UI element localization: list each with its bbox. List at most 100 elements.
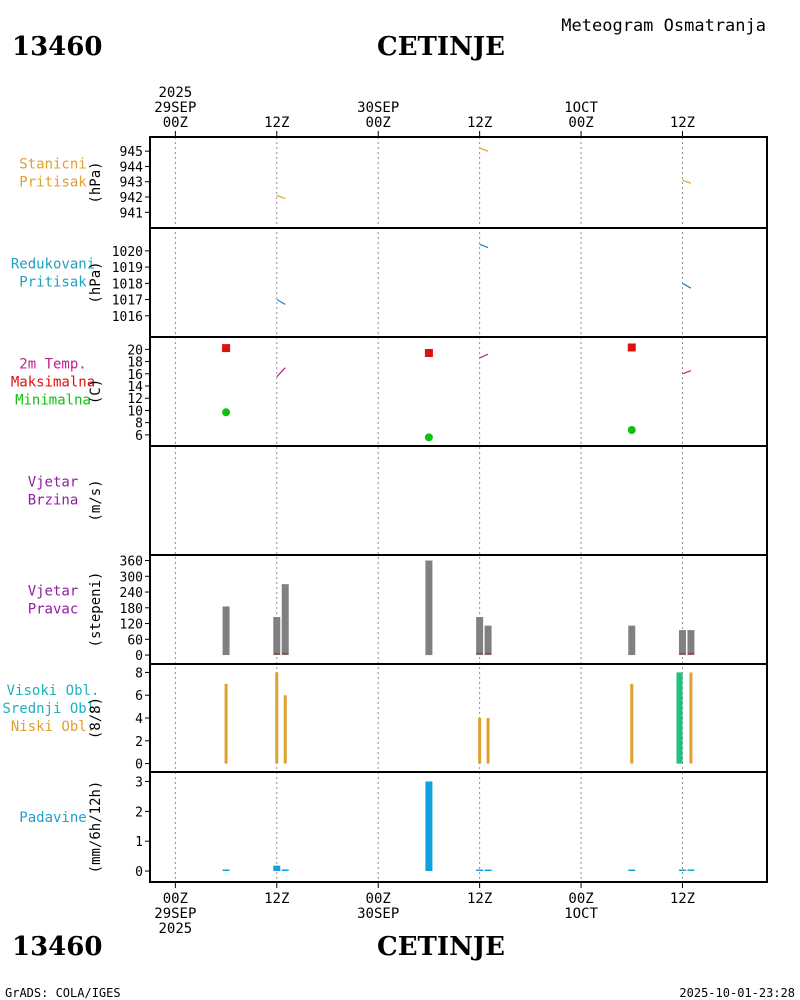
bar-precipitation [484,869,492,872]
panel-label-station_pressure: Stanicni [19,157,86,173]
bar-precipitation [425,781,433,872]
panel-label-clouds: Visoki Obl. [7,683,100,699]
time-label-bottom: 30SEP [357,906,399,922]
panel-frame-reduced_pressure [149,227,768,338]
max-temp-marker [222,344,231,353]
bar-precipitation [628,869,636,872]
y-tick-label-precipitation: 1 [135,835,143,850]
bar-wind_direction [476,616,484,656]
units-label-clouds: (8/8) [88,697,104,739]
panel-label-temperature: 2m Temp. [19,357,86,373]
time-label-bottom: 12Z [264,891,289,907]
station-name-bottom: CETINJE [377,932,505,962]
panel-label-precipitation: Padavine [19,810,86,826]
y-tick-label-station_pressure: 944 [120,160,144,175]
bar-clouds [630,683,634,764]
y-tick-label-clouds: 2 [135,735,143,750]
footer-timestamp: 2025-10-01-23:28 [679,986,795,1000]
units-label-station_pressure: (hPa) [88,161,104,203]
max-temp-marker [627,343,636,352]
time-label-bottom: 12Z [467,891,492,907]
panel-frame-wind_direction [149,554,768,665]
panel-frame-wind_speed [149,445,768,556]
min-temp-marker [222,408,231,417]
y-tick-label-station_pressure: 941 [120,206,143,221]
units-label-wind_speed: (m/s) [88,479,104,521]
max-temp-marker [424,349,433,357]
y-tick-label-temperature: 6 [135,429,143,444]
bar-wind_direction [628,625,636,656]
line-segment-reduced_pressure [479,243,489,249]
time-label-top: 00Z [568,115,593,131]
bar-clouds [689,672,693,764]
y-tick-label-precipitation: 0 [135,865,143,880]
y-tick-label-clouds: 0 [135,758,143,773]
line-segment-temperature [479,353,489,359]
bar-wind_direction [222,606,230,656]
line-segment-reduced_pressure [276,299,286,305]
time-label-bottom: 1OCT [564,906,598,922]
time-label-bottom: 29SEP [154,906,196,922]
y-tick-label-station_pressure: 945 [120,145,143,160]
y-tick-label-temperature: 16 [127,368,143,383]
units-label-reduced_pressure: (hPa) [88,261,104,303]
units-label-temperature: (C) [88,379,104,404]
y-tick-label-wind_direction: 360 [120,555,143,570]
bar-clouds [486,718,490,764]
y-tick-label-wind_direction: 240 [120,586,143,601]
y-tick-label-station_pressure: 943 [120,176,143,191]
y-tick-label-temperature: 8 [135,417,143,432]
station-id-top: 13460 [12,32,102,62]
y-tick-label-temperature: 14 [127,380,143,395]
y-tick-label-clouds: 6 [135,689,143,704]
bar-clouds [275,672,279,764]
line-segment-temperature [682,370,692,375]
panel-label-wind_speed: Vjetar [28,475,79,491]
bar-clouds [478,718,482,764]
time-label-top: 12Z [467,115,492,131]
station-name-top: CETINJE [377,32,505,62]
y-tick-label-wind_direction: 180 [120,602,143,617]
y-tick-label-wind_direction: 0 [135,649,143,664]
bar-precipitation [281,869,289,872]
time-label-top: 00Z [163,115,188,131]
bar-wind_direction [678,630,686,656]
line-segment-temperature [276,367,286,378]
y-tick-label-precipitation: 2 [135,805,143,820]
bar-wind_direction [687,630,695,656]
time-label-top: 12Z [264,115,289,131]
y-tick-label-reduced_pressure: 1016 [112,310,143,325]
panel-frame-precipitation [149,771,768,883]
bar-precipitation [273,865,281,872]
panel-label-clouds: Srednji Obl. [2,701,103,717]
y-tick-label-temperature: 10 [127,404,143,419]
time-label-top: 2025 [158,85,192,101]
bar-clouds [224,683,228,764]
panel-label-reduced_pressure: Pritisak [19,275,87,291]
time-label-bottom: 00Z [366,891,391,907]
panel-label-temperature: Maksimalna [11,375,95,391]
panel-label-reduced_pressure: Redukovani [11,257,95,273]
time-label-top: 30SEP [357,100,399,116]
y-tick-label-wind_direction: 60 [127,633,143,648]
y-tick-label-temperature: 20 [127,343,143,358]
y-tick-label-reduced_pressure: 1017 [112,294,143,309]
y-tick-label-clouds: 4 [135,712,143,727]
y-tick-label-reduced_pressure: 1018 [112,277,143,292]
time-label-bottom: 00Z [163,891,188,907]
min-temp-marker [424,433,433,442]
time-label-bottom: 12Z [670,891,695,907]
bar-wind_direction [425,560,433,656]
line-segment-station_pressure [682,179,692,184]
panel-label-wind_speed: Brzina [28,493,79,509]
y-tick-label-temperature: 12 [127,392,143,407]
y-tick-label-wind_direction: 120 [120,618,143,633]
bar-precipitation [678,869,686,872]
panel-label-temperature: Minimalna [15,393,91,409]
footer-credit: GrADS: COLA/IGES [5,986,121,1000]
bar-precipitation [687,869,695,872]
bar-wind_direction [273,616,281,656]
bar-precipitation [476,869,484,872]
